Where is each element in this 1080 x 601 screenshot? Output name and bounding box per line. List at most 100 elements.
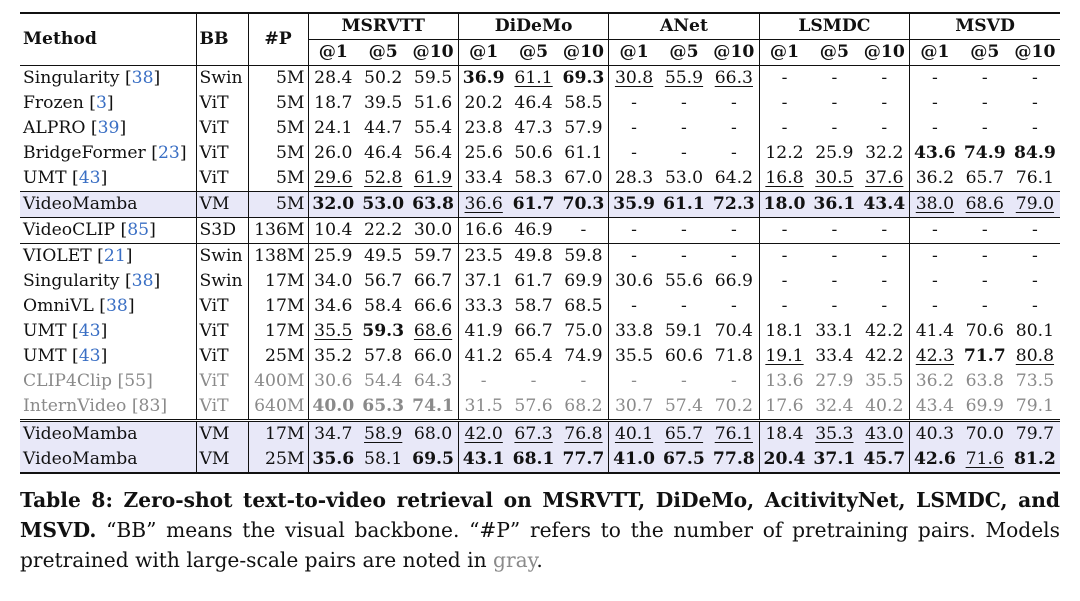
score-cell: 41.4 bbox=[909, 319, 960, 344]
backbone-cell: VM bbox=[195, 191, 248, 218]
score-cell: 54.4 bbox=[364, 371, 403, 391]
method-name: Singularity bbox=[23, 68, 120, 88]
score-cell: 40.3 bbox=[909, 419, 960, 447]
score-cell: - bbox=[909, 217, 960, 244]
score-cell: 66.9 bbox=[714, 271, 753, 291]
score-cell: - bbox=[730, 143, 737, 163]
score-cell: 74.1 bbox=[412, 396, 454, 416]
citation-link[interactable]: 38 bbox=[105, 296, 128, 316]
citation-link[interactable]: 38 bbox=[131, 271, 154, 291]
score-cell: 84.9 bbox=[1013, 143, 1056, 163]
method-cell: OmniVL [38] bbox=[23, 296, 135, 316]
score-cell: 16.6 bbox=[457, 217, 509, 244]
recall-header-anet-r1: @1 bbox=[608, 39, 659, 66]
citation-link[interactable]: 23 bbox=[157, 143, 180, 163]
citation-link[interactable]: 3 bbox=[95, 93, 107, 113]
col-header-method: Method bbox=[20, 12, 196, 66]
score-cell: 13.6 bbox=[758, 369, 810, 394]
score-cell: 43.4 bbox=[859, 191, 910, 218]
caption-end: . bbox=[536, 548, 543, 572]
citation-link[interactable]: 39 bbox=[97, 118, 120, 138]
score-cell: 51.6 bbox=[413, 93, 453, 113]
table-row: VideoCLIP [85] S3D 136M 10.4 22.2 30.0 16.6 46.… bbox=[20, 217, 1060, 244]
score-cell: 75.0 bbox=[564, 321, 603, 341]
score-cell: 36.2 bbox=[909, 369, 960, 394]
score-cell: 64.3 bbox=[413, 371, 453, 391]
score-cell: - bbox=[809, 243, 860, 269]
score-cell: - bbox=[681, 371, 687, 391]
params-cell: 5M bbox=[247, 166, 308, 192]
method-cell: ALPRO [39] bbox=[23, 118, 127, 138]
score-cell: 80.8 bbox=[1015, 346, 1055, 366]
score-cell: - bbox=[959, 217, 1010, 244]
citation-link[interactable]: 85 bbox=[127, 220, 150, 240]
dataset-header-lsmdc: LSMDC bbox=[758, 12, 910, 40]
score-cell: 57.9 bbox=[564, 118, 603, 138]
score-cell: 46.4 bbox=[514, 93, 553, 113]
backbone-cell: ViT bbox=[195, 116, 248, 141]
score-cell: - bbox=[758, 269, 810, 294]
dataset-header-msvd: MSVD bbox=[909, 12, 1060, 40]
score-cell: 61.1 bbox=[658, 191, 710, 218]
score-cell: 61.7 bbox=[508, 191, 559, 218]
score-cell: 58.4 bbox=[364, 296, 403, 316]
method-name: ALPRO bbox=[23, 118, 86, 138]
citation-link[interactable]: 55 bbox=[124, 371, 147, 391]
score-cell: 33.8 bbox=[608, 319, 659, 344]
score-cell: 31.5 bbox=[457, 394, 509, 421]
citation-link[interactable]: 21 bbox=[103, 246, 126, 266]
score-cell: - bbox=[758, 217, 810, 244]
score-cell: 65.3 bbox=[362, 396, 405, 416]
score-cell: 30.7 bbox=[608, 394, 659, 421]
backbone-cell: S3D bbox=[195, 217, 248, 244]
score-cell: 35.6 bbox=[307, 447, 359, 474]
score-cell: 24.1 bbox=[307, 116, 359, 141]
caption-gray-word: gray bbox=[493, 548, 537, 572]
score-cell: - bbox=[831, 271, 838, 291]
score-cell: - bbox=[1032, 296, 1038, 316]
score-cell: - bbox=[530, 371, 537, 391]
score-cell: 27.9 bbox=[815, 371, 854, 391]
score-cell: 59.5 bbox=[413, 68, 453, 88]
score-cell: 52.8 bbox=[364, 168, 403, 188]
method-name: InternVideo bbox=[23, 396, 127, 416]
table-row: VideoMamba VM 17M 34.7 58.9 68.0 42.0 67.3 76.8 4… bbox=[20, 419, 1060, 447]
score-cell: 58.7 bbox=[514, 296, 553, 316]
score-cell: - bbox=[681, 93, 687, 113]
score-cell: - bbox=[681, 143, 687, 163]
score-cell: 25.6 bbox=[457, 141, 509, 166]
citation-link[interactable]: 43 bbox=[78, 168, 101, 188]
score-cell: - bbox=[709, 217, 760, 244]
score-cell: - bbox=[909, 91, 960, 116]
method-cell: UMT [43] bbox=[23, 346, 108, 366]
score-cell: 17.6 bbox=[758, 394, 810, 421]
score-cell: - bbox=[658, 243, 710, 269]
score-cell: 60.6 bbox=[664, 346, 704, 366]
score-cell: 43.4 bbox=[909, 394, 960, 421]
score-cell: 18.0 bbox=[758, 191, 810, 218]
score-cell: 18.7 bbox=[307, 91, 359, 116]
score-cell: 57.6 bbox=[514, 396, 553, 416]
score-cell: 59.7 bbox=[408, 243, 459, 269]
recall-header-didemo-r10: @10 bbox=[558, 39, 609, 66]
table-row: CLIP4Clip [55] ViT 400M 30.6 54.4 64.3- - - - - -1… bbox=[20, 369, 1060, 394]
score-cell: 42.6 bbox=[909, 447, 960, 474]
citation-link[interactable]: 43 bbox=[78, 346, 101, 366]
backbone-cell: ViT bbox=[195, 294, 248, 319]
score-cell: 30.8 bbox=[608, 65, 659, 91]
score-cell: 49.5 bbox=[358, 243, 409, 269]
score-cell: - bbox=[881, 93, 888, 113]
score-cell: 41.9 bbox=[457, 319, 509, 344]
backbone-cell: ViT bbox=[195, 319, 248, 344]
citation-link[interactable]: 83 bbox=[138, 396, 161, 416]
params-cell: 138M bbox=[247, 243, 308, 269]
score-cell: 61.1 bbox=[564, 143, 603, 163]
score-cell: 70.4 bbox=[714, 321, 753, 341]
score-cell: 23.5 bbox=[457, 243, 509, 269]
score-cell: 50.2 bbox=[364, 68, 403, 88]
score-cell: 50.6 bbox=[514, 143, 553, 163]
params-cell: 25M bbox=[247, 344, 308, 369]
citation-link[interactable]: 43 bbox=[78, 321, 101, 341]
score-cell: - bbox=[1032, 118, 1038, 138]
citation-link[interactable]: 38 bbox=[131, 68, 154, 88]
